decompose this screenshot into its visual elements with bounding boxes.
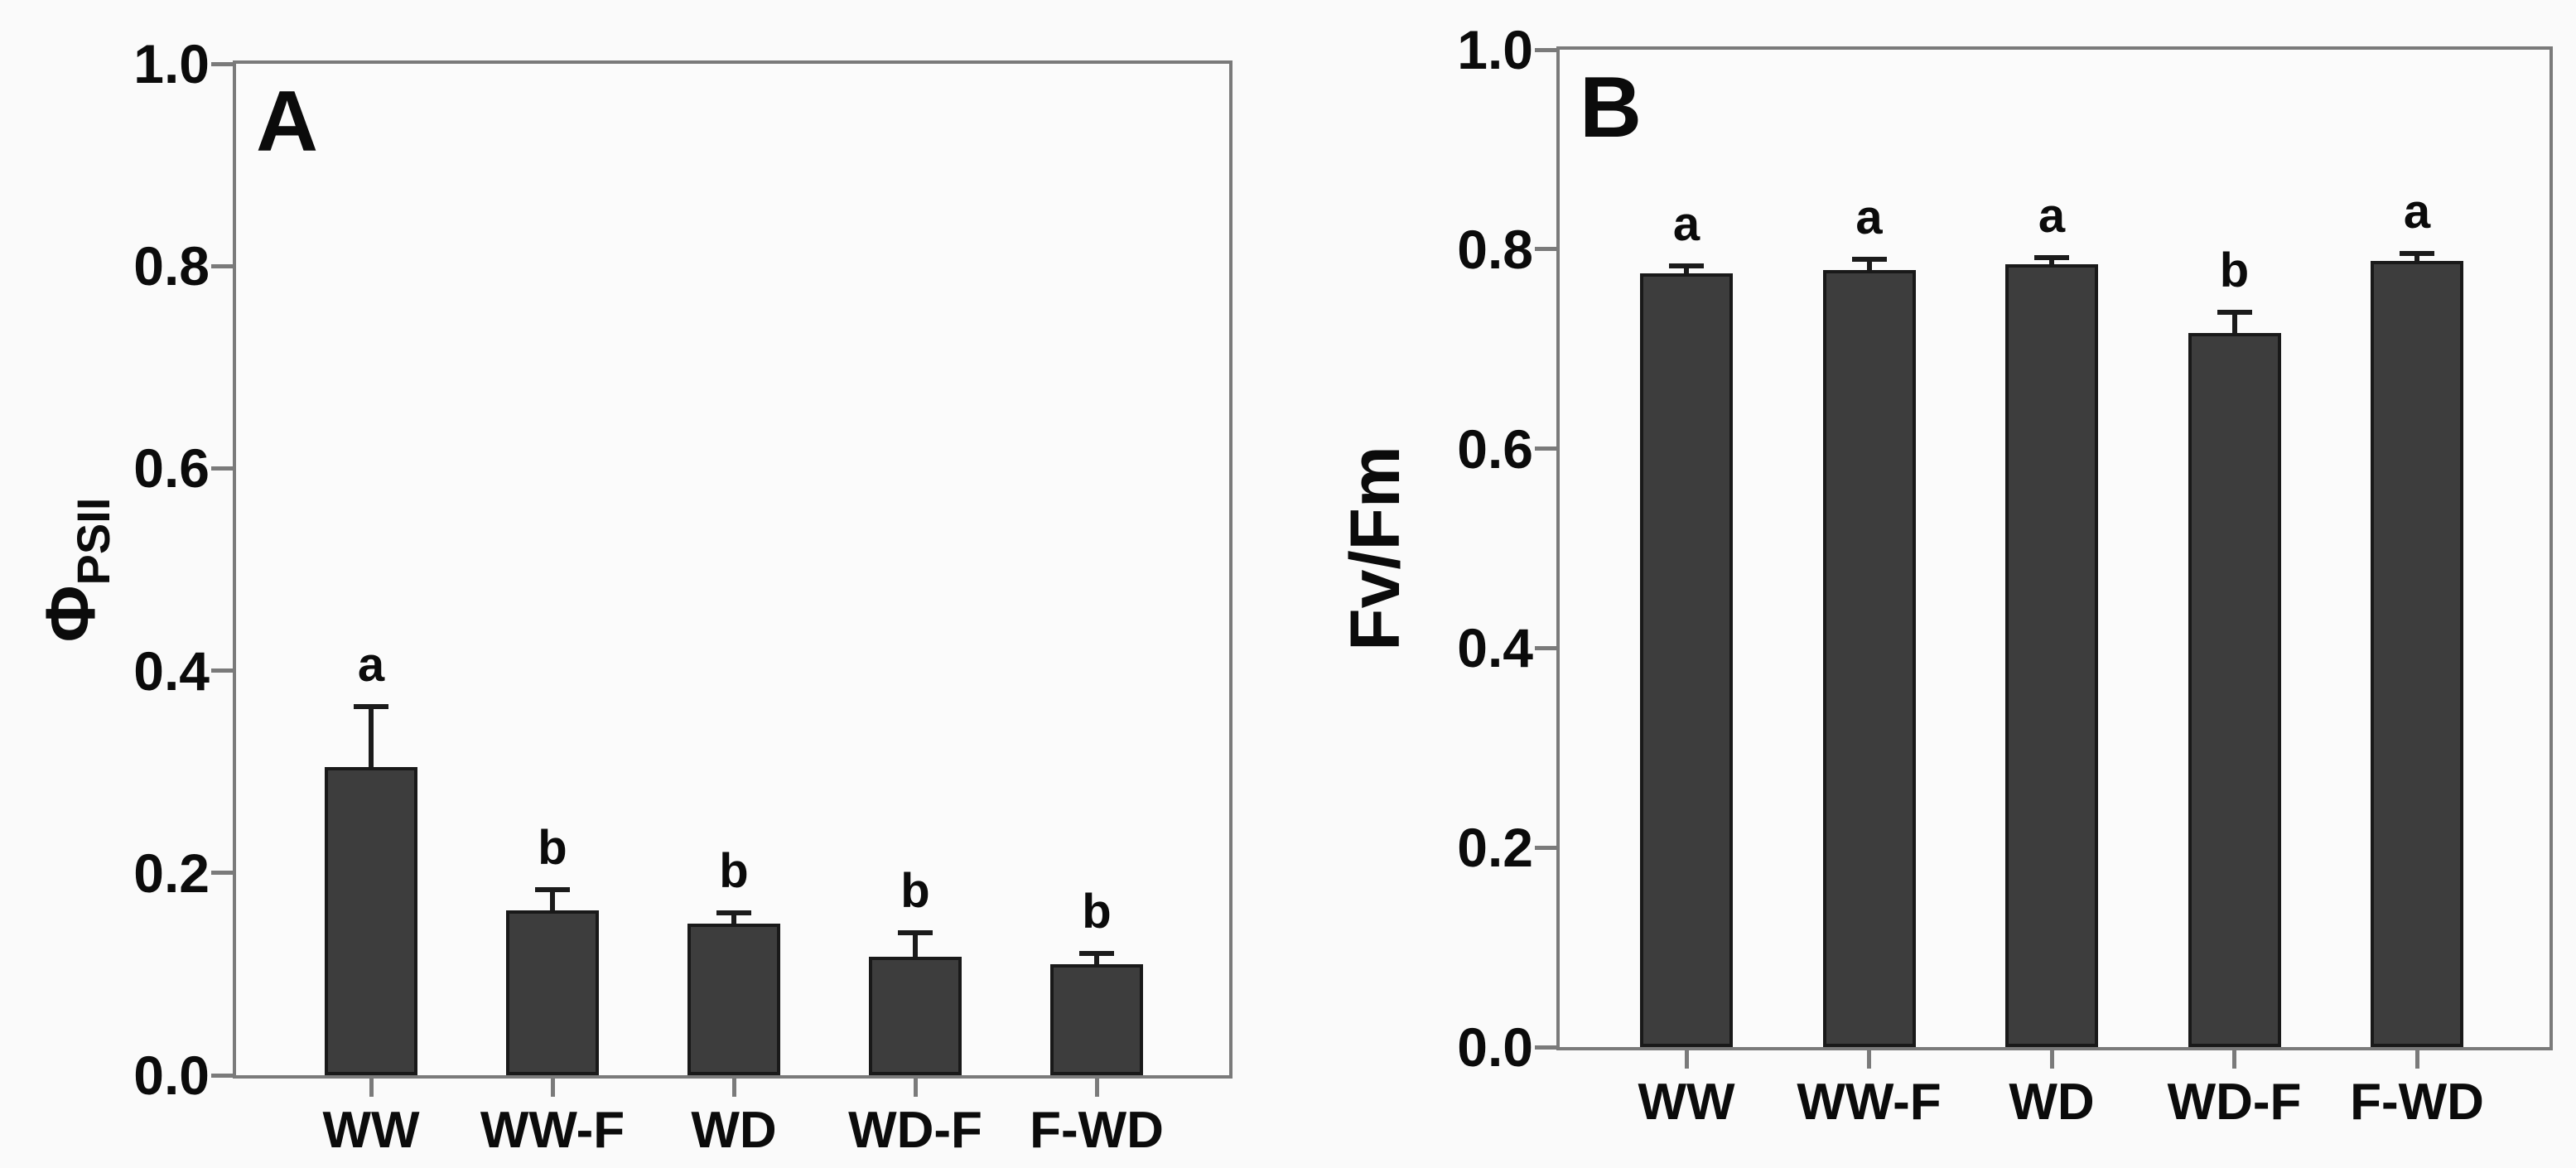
bar-wd-f bbox=[869, 957, 962, 1075]
error-bar-line bbox=[2231, 310, 2237, 351]
bar-ww-f bbox=[1822, 270, 1916, 1047]
y-tick-mark bbox=[211, 668, 233, 673]
x-tick-mark bbox=[550, 1075, 555, 1097]
panel-letter-b: B bbox=[1580, 60, 1643, 156]
y-axis-title-phi: Φ bbox=[31, 585, 109, 643]
panel-a-phi-psii: A 0.0 0.2 0.4 0.6 0.8 1.0 a WW b WW-F b WD b WD-F b F-… bbox=[133, 36, 1233, 1156]
x-category-label: WW bbox=[1638, 1074, 1735, 1131]
y-tick-label: 0.4 bbox=[1457, 617, 1533, 679]
y-tick-mark bbox=[211, 871, 233, 876]
plot-area-a: a WW b WW-F b WD b WD-F b F-WD bbox=[236, 64, 1229, 1156]
x-category-label: WD-F bbox=[2167, 1074, 2302, 1131]
y-tick-label: 0.6 bbox=[133, 437, 210, 500]
bar-wd bbox=[687, 923, 780, 1075]
significance-letter: b bbox=[2219, 244, 2250, 298]
bar-wd-f bbox=[2188, 332, 2281, 1047]
error-bar-cap bbox=[1079, 950, 1114, 956]
error-bar-cap bbox=[354, 703, 388, 709]
error-bar-cap bbox=[2400, 251, 2434, 257]
x-category-label: WD-F bbox=[848, 1102, 982, 1159]
bar-ww bbox=[1640, 273, 1733, 1047]
y-tick-mark bbox=[211, 263, 233, 268]
y-axis-b: 0.0 0.2 0.4 0.6 0.8 1.0 bbox=[1457, 22, 2549, 1074]
x-category-label: WD bbox=[691, 1102, 777, 1159]
y-tick-label: 0.0 bbox=[1457, 1016, 1533, 1078]
y-axis-title-fv-fm: Fv/Fm bbox=[1336, 446, 1414, 650]
significance-letter: b bbox=[538, 820, 567, 875]
y-tick-mark bbox=[211, 1073, 233, 1078]
error-bar-cap bbox=[716, 910, 751, 915]
error-bar-line bbox=[913, 930, 918, 976]
error-bar-line bbox=[550, 886, 555, 929]
significance-letter: a bbox=[1672, 196, 1700, 251]
y-tick-label: 0.6 bbox=[1457, 417, 1533, 480]
x-tick-mark bbox=[2232, 1047, 2236, 1069]
bar-f-wd bbox=[1050, 963, 1143, 1075]
error-bar-line bbox=[369, 703, 374, 785]
error-bar-cap bbox=[1669, 263, 1704, 268]
y-tick-mark bbox=[1535, 47, 1556, 52]
x-category-label: WD bbox=[2009, 1074, 2095, 1131]
y-tick-label: 0.2 bbox=[133, 842, 210, 904]
x-category-label: WW bbox=[322, 1102, 420, 1159]
y-tick-mark bbox=[1535, 446, 1556, 451]
x-category-label: WW-F bbox=[1797, 1074, 1942, 1131]
y-axis-a: 0.0 0.2 0.4 0.6 0.8 1.0 bbox=[133, 36, 1229, 1103]
y-tick-label: 1.0 bbox=[133, 33, 210, 94]
y-tick-label: 0.2 bbox=[1457, 817, 1533, 879]
x-category-label: F-WD bbox=[2350, 1074, 2484, 1131]
x-category-label: WW-F bbox=[480, 1102, 625, 1159]
y-tick-label: 0.0 bbox=[133, 1045, 210, 1106]
y-tick-mark bbox=[1535, 845, 1556, 850]
significance-letter: a bbox=[2038, 189, 2066, 244]
x-tick-mark bbox=[2049, 1047, 2054, 1069]
y-axis-title-phi-psii: ΦPSII bbox=[31, 497, 119, 643]
y-tick-label: 1.0 bbox=[1457, 19, 1533, 80]
y-tick-label: 0.8 bbox=[133, 235, 210, 297]
y-tick-mark bbox=[1535, 645, 1556, 650]
x-tick-mark bbox=[731, 1075, 736, 1097]
error-bar-cap bbox=[2034, 255, 2069, 261]
significance-letter: a bbox=[357, 637, 385, 692]
significance-letter: b bbox=[900, 864, 930, 919]
error-bar-cap bbox=[535, 886, 570, 892]
x-tick-mark bbox=[913, 1075, 918, 1097]
x-tick-mark bbox=[369, 1075, 374, 1097]
plot-area-b: a WW a WW-F a WD b WD-F a F-WD bbox=[1560, 50, 2549, 1128]
error-bar-cap bbox=[1851, 257, 1887, 263]
significance-letter: a bbox=[2403, 185, 2431, 239]
y-tick-mark bbox=[1535, 247, 1556, 252]
panel-b-fv-fm: B 0.0 0.2 0.4 0.6 0.8 1.0 a WW a WW-F a WD b WD-F a F-… bbox=[1457, 22, 2553, 1128]
significance-letter: b bbox=[1082, 884, 1112, 939]
y-axis-title-psii-subscript: PSII bbox=[67, 497, 119, 586]
bar-ww-f bbox=[506, 910, 599, 1075]
significance-letter: b bbox=[719, 843, 749, 898]
bar-ww bbox=[325, 766, 417, 1075]
y-tick-label: 0.8 bbox=[1457, 218, 1533, 280]
panel-letter-a: A bbox=[256, 74, 319, 170]
error-bar-cap bbox=[898, 930, 933, 936]
x-category-label: F-WD bbox=[1030, 1102, 1164, 1159]
y-axis-title-fvfm-text: Fv/Fm bbox=[1336, 446, 1414, 651]
significance-letter: a bbox=[1855, 191, 1883, 245]
x-tick-mark bbox=[2414, 1047, 2419, 1069]
y-tick-label: 0.4 bbox=[133, 640, 210, 702]
error-bar-cap bbox=[2217, 310, 2252, 316]
x-tick-mark bbox=[1867, 1047, 1871, 1069]
x-tick-mark bbox=[1094, 1075, 1099, 1097]
x-tick-mark bbox=[1684, 1047, 1689, 1069]
bar-f-wd bbox=[2371, 261, 2463, 1047]
y-tick-mark bbox=[211, 61, 233, 66]
y-tick-mark bbox=[211, 466, 233, 471]
y-tick-mark bbox=[1535, 1045, 1556, 1050]
bar-wd bbox=[2005, 263, 2098, 1047]
